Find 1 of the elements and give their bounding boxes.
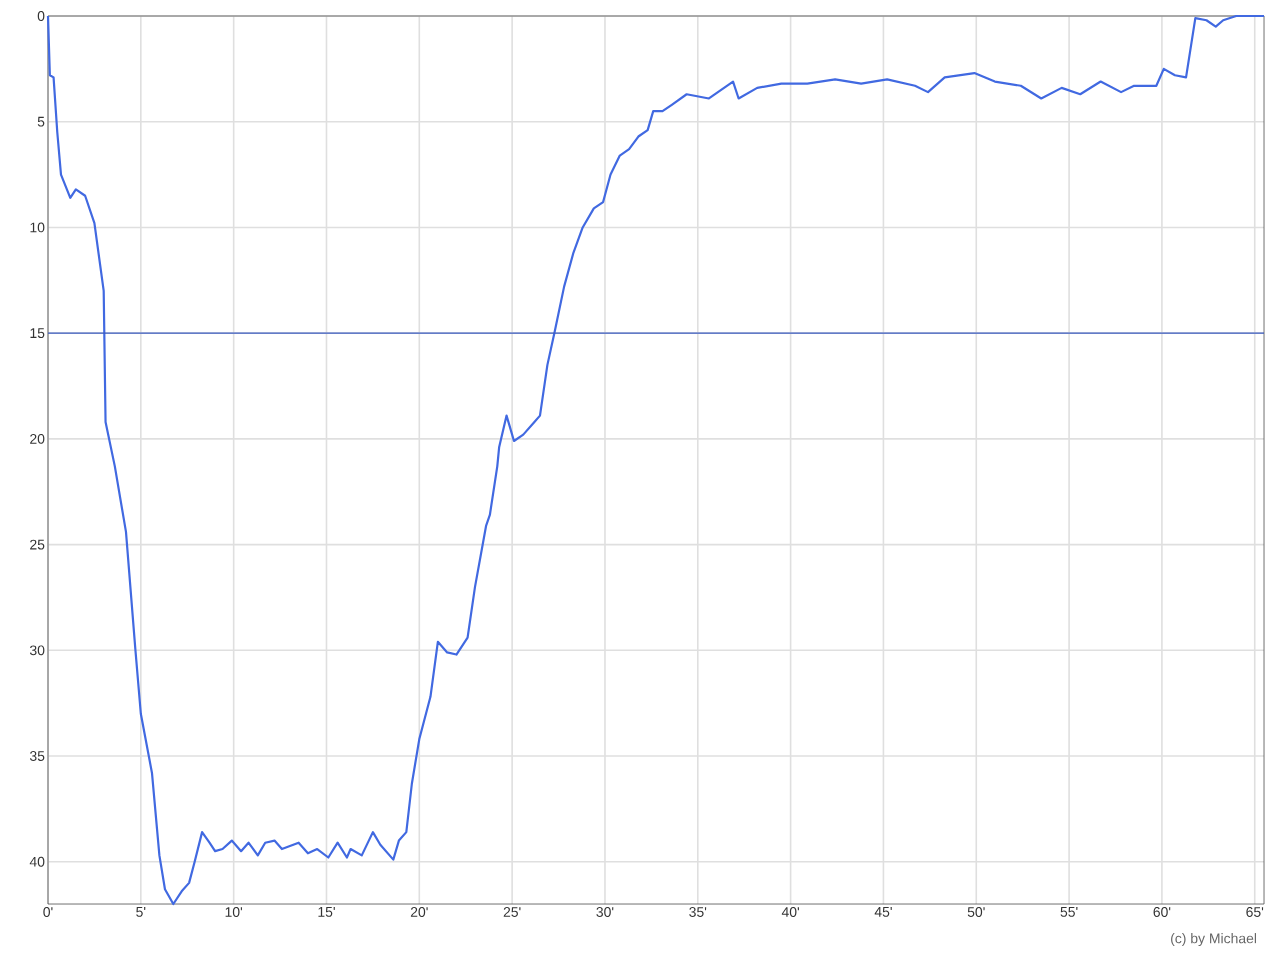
line-series [46, 14, 1266, 906]
